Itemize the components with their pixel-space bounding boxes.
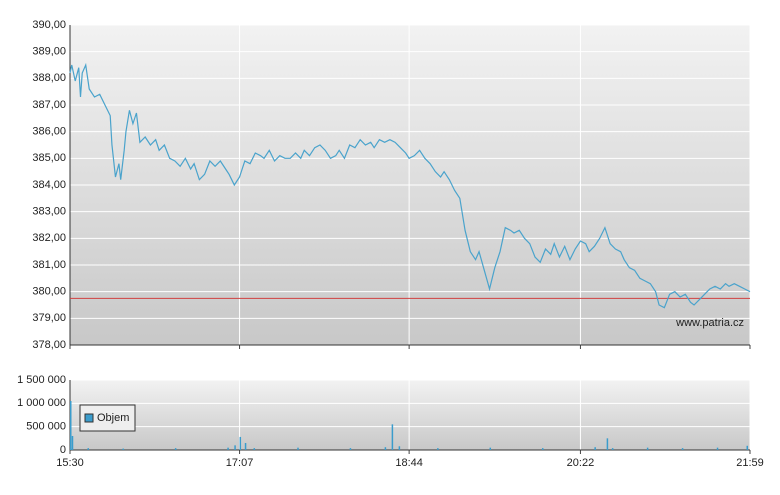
x-tick-label: 15:30 xyxy=(56,457,84,469)
y-tick-label: 500 000 xyxy=(26,421,66,433)
price-line xyxy=(69,62,751,309)
x-tick-label: 18:44 xyxy=(395,457,423,469)
plot-area xyxy=(70,380,750,450)
volume-bar xyxy=(541,448,544,450)
y-tick-label: 387,00 xyxy=(32,99,66,111)
y-tick-label: 385,00 xyxy=(32,152,66,164)
volume-bar xyxy=(174,448,177,450)
volume-bar xyxy=(606,438,609,450)
x-tick-label: 20:22 xyxy=(567,457,595,469)
volume-bar xyxy=(227,447,229,450)
y-tick-label: 379,00 xyxy=(32,312,66,324)
y-tick-label: 389,00 xyxy=(32,46,66,58)
y-tick-label: 378,00 xyxy=(32,339,66,351)
volume-bar xyxy=(70,401,72,450)
volume-bar xyxy=(681,448,684,450)
legend-swatch xyxy=(84,413,94,423)
y-tick-label: 380,00 xyxy=(32,286,66,298)
volume-bar xyxy=(122,448,124,450)
volume-bar xyxy=(384,447,387,450)
volume-bar xyxy=(234,445,236,450)
volume-bar xyxy=(349,448,352,450)
volume-bar xyxy=(253,448,256,450)
x-tick-label: 21:59 xyxy=(736,457,764,469)
y-tick-label: 1 000 000 xyxy=(17,397,66,409)
volume-bar xyxy=(391,424,394,450)
volume-bar xyxy=(87,448,89,450)
volume-bar xyxy=(489,447,492,450)
y-tick-label: 381,00 xyxy=(32,259,66,271)
y-tick-label: 390,00 xyxy=(32,19,66,31)
y-tick-label: 388,00 xyxy=(32,72,66,84)
volume-bar xyxy=(594,447,596,450)
legend-label: Objem xyxy=(97,412,129,424)
y-tick-label: 382,00 xyxy=(32,232,66,244)
volume-bar xyxy=(244,443,247,450)
volume-bar xyxy=(239,436,242,450)
y-tick-label: 386,00 xyxy=(32,126,66,138)
y-tick-label: 383,00 xyxy=(32,206,66,218)
volume-bar xyxy=(398,446,401,450)
x-tick-label: 17:07 xyxy=(226,457,254,469)
y-tick-label: 384,00 xyxy=(32,179,66,191)
volume-bar xyxy=(297,447,299,450)
volume-bar xyxy=(71,436,74,450)
watermark: www.patria.cz xyxy=(675,317,744,329)
volume-bar xyxy=(716,447,719,450)
volume-bar xyxy=(746,445,749,450)
volume-bar xyxy=(646,447,649,450)
y-tick-label: 0 xyxy=(60,444,66,456)
y-tick-label: 1 500 000 xyxy=(17,374,66,386)
volume-bar xyxy=(437,448,439,450)
volume-bar xyxy=(611,448,614,450)
